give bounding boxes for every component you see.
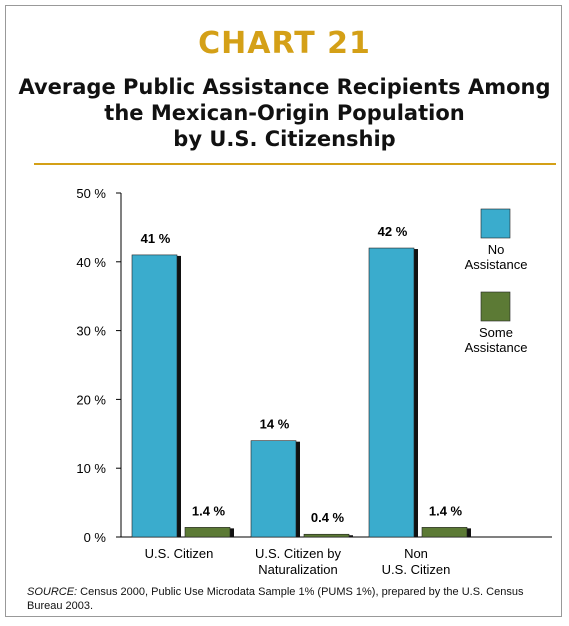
y-tick-label: 30 % <box>76 324 106 339</box>
data-label: 41 % <box>141 231 171 246</box>
legend-label: No <box>488 242 505 257</box>
bar-some-assistance <box>303 533 350 538</box>
x-tick-label: U.S. Citizen <box>382 562 451 577</box>
legend-swatch-no-assistance <box>480 208 511 239</box>
bar-no-assistance <box>250 440 297 538</box>
bar-no-assistance <box>131 254 178 538</box>
bar-some-assistance <box>421 527 468 538</box>
x-tick-label: U.S. Citizen <box>145 546 214 561</box>
data-label: 1.4 % <box>192 503 226 518</box>
bar-no-assistance <box>368 247 415 538</box>
source-note: SOURCE: Census 2000, Public Use Microdat… <box>27 585 557 613</box>
y-tick-label: 50 % <box>76 186 106 201</box>
chart-number: CHART 21 <box>198 26 371 61</box>
x-tick-label: U.S. Citizen by <box>255 546 341 561</box>
chart-title: Average Public Assistance Recipients Amo… <box>0 74 569 152</box>
title-divider <box>34 163 556 165</box>
data-label: 1.4 % <box>429 503 463 518</box>
legend-label: Assistance <box>465 257 528 272</box>
chart-title-line-3: by U.S. Citizenship <box>173 127 396 151</box>
legend-swatch-some-assistance <box>480 291 511 322</box>
chart-frame <box>5 5 562 617</box>
bar-some-assistance <box>184 527 231 538</box>
data-label: 0.4 % <box>311 510 345 525</box>
y-tick-label: 20 % <box>76 392 106 407</box>
data-label: 14 % <box>260 417 290 432</box>
x-tick-label: Naturalization <box>258 562 338 577</box>
chart-title-line-2: the Mexican-Origin Population <box>104 101 465 125</box>
y-tick-label: 40 % <box>76 255 106 270</box>
legend-label: Assistance <box>465 340 528 355</box>
legend-label: Some <box>479 325 513 340</box>
y-tick-label: 0 % <box>84 530 107 545</box>
source-label: SOURCE: <box>27 586 78 598</box>
x-tick-label: Non <box>404 546 428 561</box>
data-label: 42 % <box>378 224 408 239</box>
y-tick-label: 10 % <box>76 461 106 476</box>
chart-title-line-1: Average Public Assistance Recipients Amo… <box>18 75 551 99</box>
source-text: Census 2000, Public Use Microdata Sample… <box>27 586 524 612</box>
